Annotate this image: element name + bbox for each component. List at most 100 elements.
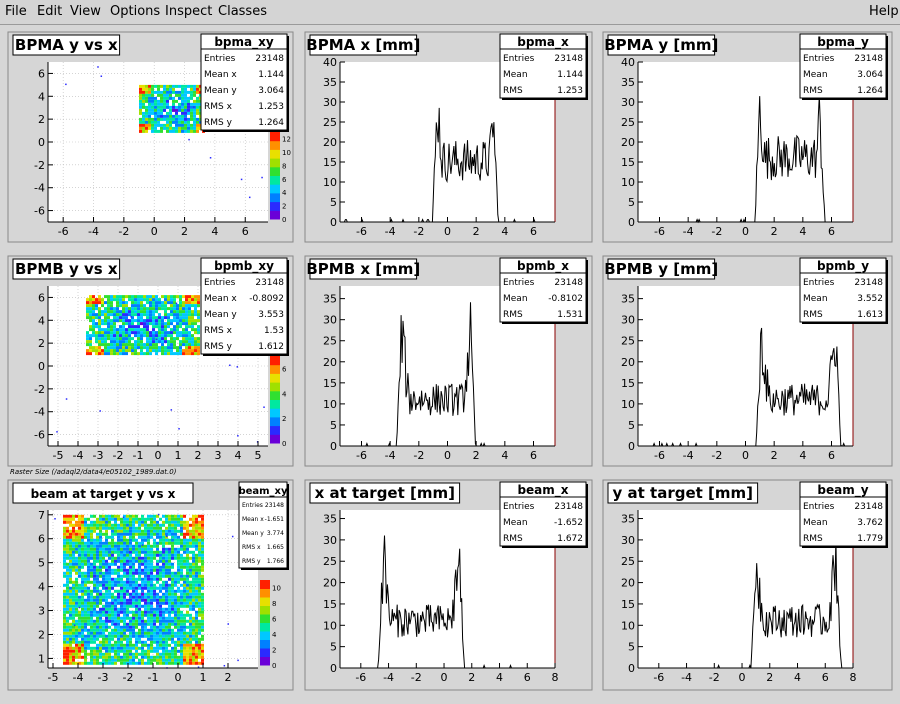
heatmap-cell (195, 544, 198, 548)
heatmap-cell (111, 529, 114, 533)
heatmap-cell (69, 586, 72, 590)
menu-classes[interactable]: Classes (218, 4, 267, 19)
heatmap-cell (142, 111, 145, 115)
heatmap-cell (165, 655, 168, 659)
heatmap-cell (105, 580, 108, 584)
y-tick-label: 15 (323, 598, 337, 611)
heatmap-cell (149, 346, 152, 350)
heatmap-cell (164, 340, 167, 344)
heatmap-cell (123, 652, 126, 656)
heatmap-cell (189, 616, 192, 620)
heatmap-cell (116, 295, 119, 299)
heatmap-cell (123, 649, 126, 653)
stray-point (130, 316, 132, 318)
heatmap-cell (174, 529, 177, 533)
heatmap-cell (137, 313, 140, 317)
heatmap-cell (177, 634, 180, 638)
heatmap-cell (93, 538, 96, 542)
menu-file[interactable]: File (5, 4, 27, 19)
heatmap-cell (153, 583, 156, 587)
heatmap-cell (173, 328, 176, 332)
stats-label: Entries (503, 278, 535, 288)
heatmap-cell (66, 550, 69, 554)
heatmap-cell (193, 87, 196, 91)
heatmap-cell (122, 325, 125, 329)
heatmap-cell (170, 346, 173, 350)
heatmap-cell (129, 592, 132, 596)
heatmap-cell (171, 658, 174, 662)
heatmap-cell (114, 613, 117, 617)
heatmap-cell (142, 126, 145, 130)
heatmap-cell (147, 616, 150, 620)
heatmap-cell (154, 117, 157, 121)
heatmap-cell (131, 316, 134, 320)
heatmap-cell (167, 301, 170, 305)
heatmap-cell (66, 640, 69, 644)
root-canvas[interactable]: Raster Size (/adaql2/data4/e05102_1989.d… (0, 26, 900, 700)
heatmap-cell (102, 565, 105, 569)
stray-point (223, 664, 226, 667)
heatmap-cell (149, 331, 152, 335)
heatmap-cell (102, 613, 105, 617)
heatmap-cell (119, 343, 122, 347)
heatmap-cell (168, 532, 171, 536)
heatmap-cell (193, 129, 196, 133)
heatmap-cell (131, 331, 134, 335)
heatmap-cell (105, 610, 108, 614)
heatmap-cell (174, 613, 177, 617)
stats-value: 3.762 (857, 518, 883, 528)
heatmap-cell (108, 646, 111, 650)
heatmap-cell (165, 562, 168, 566)
heatmap-cell (132, 604, 135, 608)
heatmap-cell (139, 126, 142, 130)
heatmap-cell (114, 550, 117, 554)
menu-inspect[interactable]: Inspect (165, 4, 213, 19)
heatmap-cell (158, 313, 161, 317)
heatmap-cell (143, 310, 146, 314)
menu-view[interactable]: View (70, 4, 101, 19)
heatmap-cell (75, 655, 78, 659)
heatmap-cell (107, 316, 110, 320)
canvas-svg[interactable]: Raster Size (/adaql2/data4/e05102_1989.d… (0, 26, 900, 700)
heatmap-cell (197, 301, 200, 305)
heatmap-cell (168, 526, 171, 530)
heatmap-cell (164, 307, 167, 311)
heatmap-cell (144, 538, 147, 542)
heatmap-cell (177, 571, 180, 575)
heatmap-cell (198, 577, 201, 581)
heatmap-cell (69, 550, 72, 554)
heatmap-cell (90, 514, 93, 518)
heatmap-cell (170, 304, 173, 308)
heatmap-cell (117, 631, 120, 635)
x-tick-label: 0 (155, 449, 162, 462)
heatmap-cell (153, 577, 156, 581)
heatmap-cell (182, 349, 185, 353)
heatmap-cell (166, 105, 169, 109)
heatmap-cell (160, 99, 163, 103)
heatmap-cell (153, 526, 156, 530)
heatmap-cell (196, 120, 199, 124)
heatmap-cell (192, 601, 195, 605)
heatmap-cell (87, 544, 90, 548)
heatmap-cell (168, 550, 171, 554)
menu-edit[interactable]: Edit (37, 4, 63, 19)
heatmap-cell (132, 658, 135, 662)
heatmap-cell (161, 340, 164, 344)
heatmap-cell (175, 117, 178, 121)
menu-help[interactable]: Help (869, 4, 899, 19)
heatmap-cell (123, 661, 126, 665)
menu-options[interactable]: Options (110, 4, 161, 19)
heatmap-cell (90, 607, 93, 611)
stats-value: -1.651 (265, 516, 285, 523)
heatmap-cell (154, 99, 157, 103)
